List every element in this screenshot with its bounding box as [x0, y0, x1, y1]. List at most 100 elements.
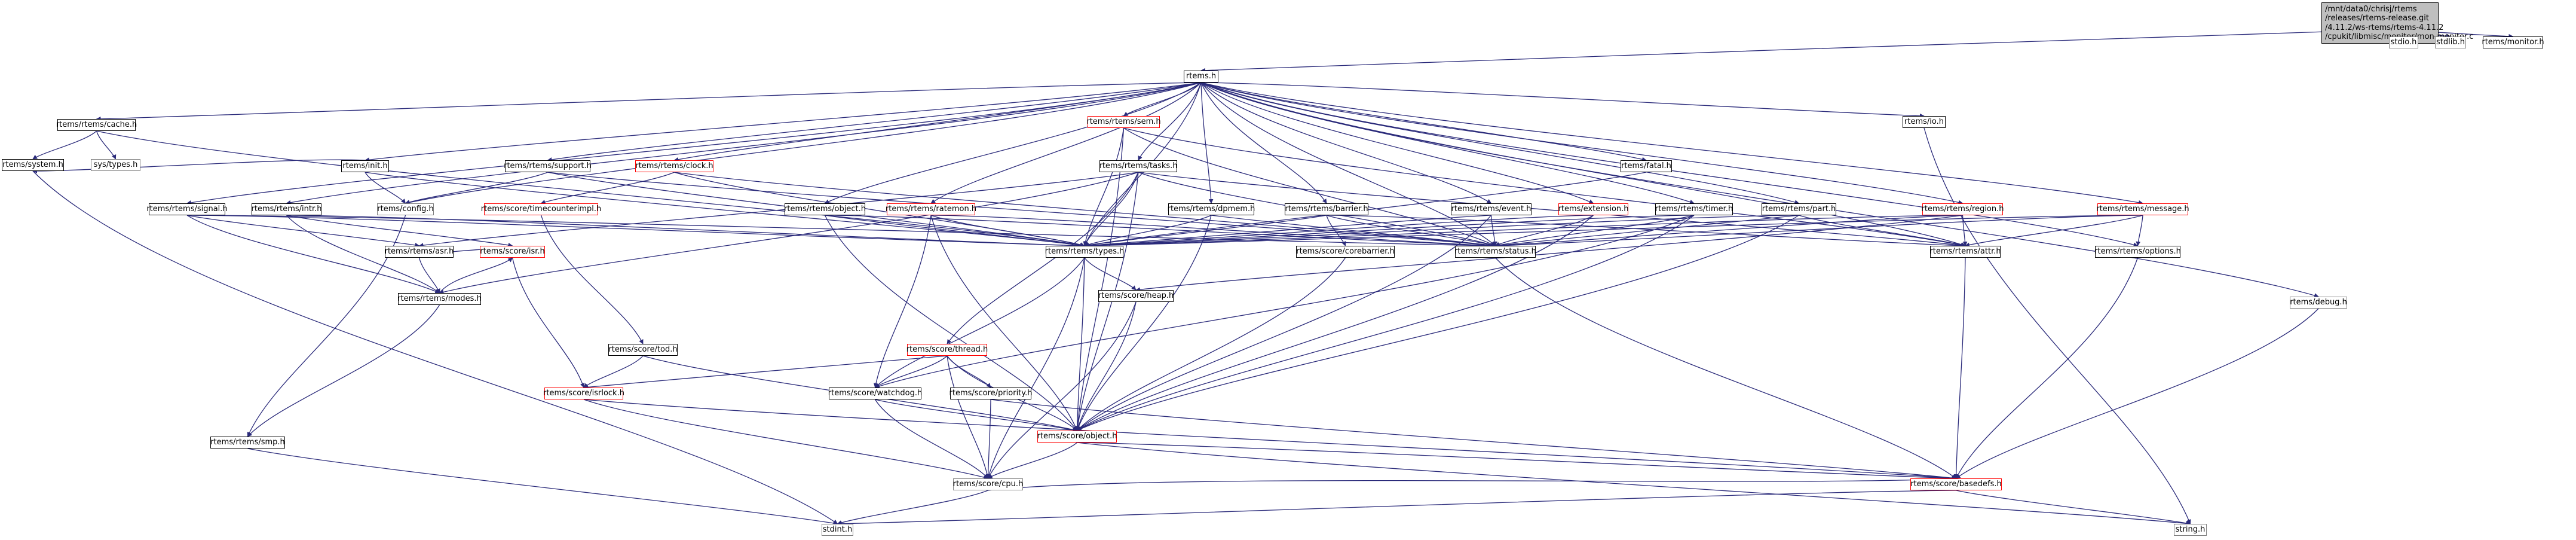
graph-edge [1084, 215, 1212, 247]
graph-node-part[interactable]: rtems/rtems/part.h [1762, 203, 1836, 215]
graph-edge [874, 355, 948, 388]
graph-edge [1138, 82, 1202, 161]
graph-node-object_s[interactable]: rtems/score/object.h [1037, 431, 1117, 443]
graph-node-message[interactable]: rtems/rtems/message.h [2096, 203, 2189, 215]
graph-node-priority[interactable]: rtems/score/priority.h [949, 388, 1033, 399]
graph-edge [32, 130, 97, 160]
graph-node-debug[interactable]: rtems/debug.h [2290, 297, 2347, 309]
graph-node-config[interactable]: rtems/config.h [377, 203, 434, 215]
graph-node-options[interactable]: rtems/rtems/options.h [2094, 246, 2181, 258]
graph-edge [1076, 215, 1212, 431]
graph-node-init[interactable]: rtems/init.h [341, 160, 389, 172]
graph-node-coreheap[interactable]: rtems/score/heap.h [1098, 290, 1174, 302]
graph-edge [825, 215, 1496, 248]
graph-node-region[interactable]: rtems/rtems/region.h [1922, 203, 2004, 215]
graph-node-tod[interactable]: rtems/score/tod.h [608, 344, 678, 356]
graph-node-basedefs[interactable]: rtems/score/basedefs.h [1910, 478, 2002, 490]
graph-node-timecounterimpl[interactable]: rtems/score/timecounterimpl.h [481, 203, 601, 215]
graph-node-stdio[interactable]: stdio.h [2389, 36, 2418, 48]
graph-node-stdlib[interactable]: stdlib.h [2435, 36, 2466, 48]
graph-edge [837, 490, 1956, 526]
graph-edge [418, 172, 1139, 248]
graph-edge [874, 215, 932, 388]
graph-node-types[interactable]: rtems/rtems/types.h [1045, 246, 1124, 258]
graph-node-clock[interactable]: rtems/rtems/clock.h [635, 160, 713, 172]
graph-edge [418, 257, 440, 294]
graph-edge [947, 172, 1139, 344]
graph-node-systypes[interactable]: sys/types.h [91, 159, 140, 171]
graph-edge [1200, 82, 1647, 162]
graph-edge [186, 82, 1202, 205]
graph-node-fatal[interactable]: rtems/fatal.h [1621, 160, 1672, 172]
graph-edge [1200, 82, 1925, 118]
graph-node-string[interactable]: string.h [2174, 524, 2207, 536]
graph-node-watchdog[interactable]: rtems/score/watchdog.h [828, 388, 922, 399]
graph-node-rtems_h[interactable]: rtems.h [1184, 71, 1218, 83]
graph-edge [286, 215, 440, 294]
graph-edge [1494, 215, 1963, 248]
graph-edge [1799, 215, 1966, 248]
graph-edge [874, 399, 989, 479]
graph-edge [32, 159, 366, 173]
graph-node-status[interactable]: rtems/rtems/status.h [1454, 246, 1536, 258]
graph-edge [930, 82, 1202, 204]
graph-node-cache[interactable]: rtems/rtems/cache.h [56, 119, 137, 131]
graph-node-timer[interactable]: rtems/rtems/timer.h [1655, 203, 1733, 215]
graph-edge [1495, 257, 1957, 479]
graph-edge [874, 257, 1085, 388]
graph-edge [247, 304, 440, 437]
graph-edge [405, 172, 548, 205]
graph-node-root[interactable]: /mnt/data0/chrisj/rtems /releases/rtems-… [2321, 2, 2473, 44]
graph-node-sem[interactable]: rtems/rtems/sem.h [1086, 116, 1161, 128]
graph-edge [674, 172, 1085, 248]
graph-node-monitor[interactable]: rtems/monitor.h [2482, 36, 2544, 48]
graph-node-modes[interactable]: rtems/rtems/modes.h [397, 293, 482, 305]
graph-node-extension[interactable]: rtems/extension.h [1558, 203, 1629, 215]
graph-edge [1965, 215, 2143, 248]
graph-edge [1076, 215, 1594, 431]
graph-edge [1326, 215, 1496, 248]
graph-node-intr[interactable]: rtems/rtems/intr.h [252, 203, 322, 215]
graph-edge [988, 476, 1957, 491]
graph-node-attr[interactable]: rtems/rtems/attr.h [1929, 246, 2001, 258]
graph-edge [1123, 127, 1966, 248]
graph-edge [1138, 172, 1966, 248]
graph-edge [583, 355, 644, 388]
graph-node-asr[interactable]: rtems/rtems/asr.h [385, 246, 454, 258]
graph-edge [987, 442, 1077, 479]
graph-edge [674, 172, 1496, 248]
graph-node-tasks[interactable]: rtems/rtems/tasks.h [1099, 160, 1178, 172]
graph-edge [1200, 82, 1492, 204]
graph-node-object_r[interactable]: rtems/rtems/object.h [784, 203, 866, 215]
graph-node-cpu[interactable]: rtems/score/cpu.h [953, 478, 1023, 490]
graph-edge [1494, 215, 2143, 248]
graph-edge [1076, 215, 1491, 431]
graph-node-event[interactable]: rtems/rtems/event.h [1451, 203, 1531, 215]
graph-node-system[interactable]: rtems/system.h [2, 159, 64, 171]
graph-edge [547, 82, 1202, 162]
graph-node-stdint[interactable]: stdint.h [822, 524, 853, 536]
graph-edge [540, 215, 644, 344]
graph-node-isrlock[interactable]: rtems/score/isrlock.h [543, 388, 624, 399]
graph-node-ratemon[interactable]: rtems/rtems/ratemon.h [886, 203, 976, 215]
graph-node-isr[interactable]: rtems/score/isr.h [480, 246, 545, 258]
graph-node-corebarrier[interactable]: rtems/score/corebarrier.h [1296, 246, 1395, 258]
graph-node-support[interactable]: rtems/rtems/support.h [504, 160, 592, 172]
graph-edge [186, 215, 420, 248]
graph-edge [286, 215, 1085, 248]
graph-node-smp[interactable]: rtems/rtems/smp.h [210, 437, 285, 449]
graph-edge [987, 301, 1137, 479]
graph-edge [1211, 215, 1496, 248]
graph-edge [1200, 82, 1214, 204]
graph-edge [1084, 172, 1139, 246]
graph-node-barrier[interactable]: rtems/rtems/barrier.h [1285, 203, 1368, 215]
graph-edge [1076, 215, 1799, 431]
graph-edge [1075, 172, 1139, 431]
graph-node-io_h[interactable]: rtems/io.h [1903, 116, 1946, 128]
graph-edge [540, 172, 675, 205]
graph-edge [1955, 257, 2139, 479]
graph-node-signal[interactable]: rtems/rtems/signal.h [146, 203, 228, 215]
graph-node-dpmem[interactable]: rtems/rtems/dpmem.h [1168, 203, 1255, 215]
graph-node-thread[interactable]: rtems/score/thread.h [906, 344, 988, 356]
graph-edge [511, 257, 585, 388]
